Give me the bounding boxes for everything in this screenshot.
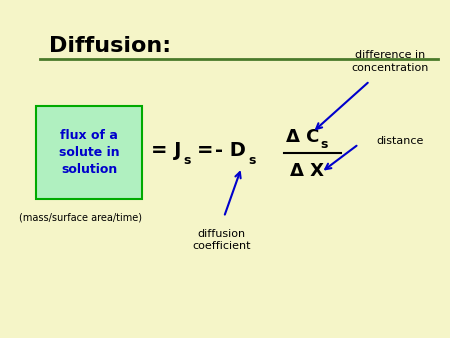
Text: =: = — [198, 141, 214, 160]
Text: diffusion
coefficient: diffusion coefficient — [193, 229, 251, 251]
Text: - D: - D — [215, 141, 246, 160]
Text: distance: distance — [377, 136, 424, 146]
Text: s: s — [249, 153, 256, 167]
Text: = J: = J — [151, 141, 181, 160]
Text: s: s — [321, 138, 328, 151]
Text: s: s — [184, 153, 191, 167]
Text: Δ X: Δ X — [290, 162, 324, 180]
Text: Diffusion:: Diffusion: — [49, 36, 171, 56]
Text: (mass/surface area/time): (mass/surface area/time) — [18, 212, 142, 222]
Text: difference in
concentration: difference in concentration — [351, 50, 428, 73]
Text: Δ C: Δ C — [286, 128, 319, 146]
FancyBboxPatch shape — [36, 106, 142, 199]
Text: flux of a
solute in
solution: flux of a solute in solution — [58, 129, 119, 176]
